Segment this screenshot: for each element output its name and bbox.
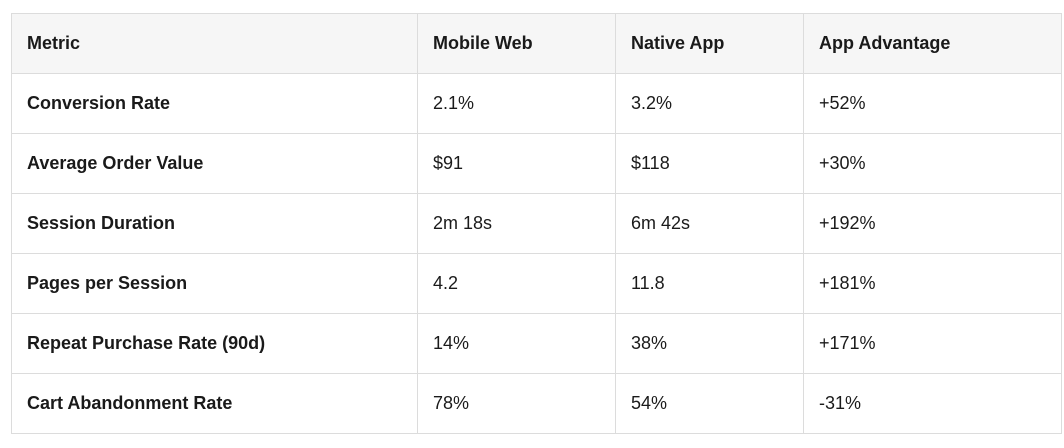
header-cell: Mobile Web [417, 13, 616, 74]
table-body: Conversion Rate 2.1% 3.2% +52% Average Order… [11, 73, 1062, 434]
value-cell: 54% [615, 373, 804, 434]
value-cell: +192% [803, 193, 1062, 254]
header-cell: App Advantage [803, 13, 1062, 74]
table-row: Cart Abandonment Rate 78% 54% -31% [11, 373, 1062, 434]
value-cell: 4.2 [417, 253, 616, 314]
value-cell: 11.8 [615, 253, 804, 314]
table-row: Conversion Rate 2.1% 3.2% +52% [11, 73, 1062, 134]
comparison-table: Metric Mobile Web Native App App Advantage … [11, 13, 1062, 434]
metric-cell: Pages per Session [11, 253, 418, 314]
metric-cell: Cart Abandonment Rate [11, 373, 418, 434]
table-header: Metric Mobile Web Native App App Advantage [11, 13, 1062, 74]
metric-cell: Repeat Purchase Rate (90d) [11, 313, 418, 374]
value-cell: 78% [417, 373, 616, 434]
value-cell: $118 [615, 133, 804, 194]
value-cell: 14% [417, 313, 616, 374]
header-row: Metric Mobile Web Native App App Advantage [11, 13, 1062, 74]
table-row: Average Order Value $91 $118 +30% [11, 133, 1062, 194]
value-cell: 6m 42s [615, 193, 804, 254]
table-row: Session Duration 2m 18s 6m 42s +192% [11, 193, 1062, 254]
value-cell: $91 [417, 133, 616, 194]
value-cell: +52% [803, 73, 1062, 134]
value-cell: 3.2% [615, 73, 804, 134]
value-cell: +30% [803, 133, 1062, 194]
table-row: Repeat Purchase Rate (90d) 14% 38% +171% [11, 313, 1062, 374]
metric-cell: Session Duration [11, 193, 418, 254]
value-cell: 2m 18s [417, 193, 616, 254]
header-cell: Native App [615, 13, 804, 74]
metric-cell: Conversion Rate [11, 73, 418, 134]
header-cell: Metric [11, 13, 418, 74]
table-row: Pages per Session 4.2 11.8 +181% [11, 253, 1062, 314]
value-cell: -31% [803, 373, 1062, 434]
metric-cell: Average Order Value [11, 133, 418, 194]
value-cell: +171% [803, 313, 1062, 374]
value-cell: 38% [615, 313, 804, 374]
value-cell: +181% [803, 253, 1062, 314]
value-cell: 2.1% [417, 73, 616, 134]
